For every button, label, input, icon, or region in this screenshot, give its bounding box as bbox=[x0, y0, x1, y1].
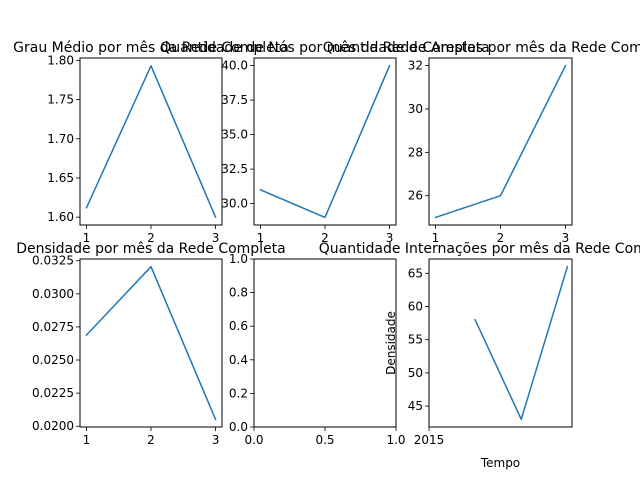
x-tick-label: 2 bbox=[147, 231, 155, 245]
series-line bbox=[474, 265, 569, 421]
subplot-title: Grau Médio por mês da Rede Completa bbox=[13, 40, 289, 56]
x-tick-label: 1.0 bbox=[386, 433, 405, 447]
axes-frame bbox=[79, 258, 223, 428]
x-tick-label: 2015 bbox=[414, 433, 445, 447]
y-tick-label: 0.0 bbox=[229, 420, 248, 434]
y-tick-label: 1.0 bbox=[229, 252, 248, 266]
x-tick-label: 0.5 bbox=[315, 433, 334, 447]
x-tick-label: 2 bbox=[147, 433, 155, 447]
x-tick-label: 1 bbox=[83, 231, 91, 245]
subplot-6: 2015 45 50 55 60 65 Quantidade Internações por… bbox=[319, 241, 640, 470]
y-tick-label: 55 bbox=[408, 333, 423, 347]
subplot-5: 0.0 0.5 1.0 0.0 0.2 0.4 0.6 0.8 1.0 bbox=[229, 252, 406, 447]
y-tick-label: 32 bbox=[408, 59, 423, 73]
subplot-4: 1 2 3 0.0200 0.0225 0.0250 0.0275 0.0300 0.0325D… bbox=[16, 241, 286, 447]
y-tick-label: 0.0275 bbox=[32, 320, 74, 334]
y-tick-label: 0.2 bbox=[229, 386, 248, 400]
y-tick-label: 37.5 bbox=[221, 93, 248, 107]
series-line bbox=[434, 64, 567, 219]
y-tick-label: 32.5 bbox=[221, 162, 248, 176]
x-tick-label: 1 bbox=[257, 231, 265, 245]
axes-frame bbox=[79, 57, 223, 226]
x-tick-label: 2 bbox=[321, 231, 329, 245]
y-tick-label: 1.75 bbox=[47, 93, 74, 107]
y-tick-label: 0.6 bbox=[229, 319, 248, 333]
y-tick-label: 35.0 bbox=[221, 128, 248, 142]
x-tick-label: 3 bbox=[212, 231, 220, 245]
y-tick-label: 45 bbox=[408, 399, 423, 413]
series-line bbox=[85, 265, 217, 421]
y-tick-label: 60 bbox=[408, 299, 423, 313]
y-tick-label: 30.0 bbox=[221, 197, 248, 211]
y-tick-label: 40.0 bbox=[221, 59, 248, 73]
x-tick-label: 0.0 bbox=[244, 433, 263, 447]
series-line bbox=[259, 64, 391, 219]
y-tick-label: 1.80 bbox=[47, 53, 74, 67]
y-tick-label: 1.70 bbox=[47, 132, 74, 146]
x-axis-label: Tempo bbox=[480, 456, 520, 470]
y-tick-label: 0.0300 bbox=[32, 287, 74, 301]
y-tick-label: 0.0250 bbox=[32, 353, 74, 367]
y-tick-label: 0.0200 bbox=[32, 419, 74, 433]
y-tick-label: 0.4 bbox=[229, 353, 248, 367]
x-tick-label: 3 bbox=[212, 433, 220, 447]
y-tick-label: 1.65 bbox=[47, 171, 74, 185]
axes-frame bbox=[253, 258, 397, 428]
subplot-2: 1 2 3 30.0 32.5 35.0 37.5 40.0 Quantidade de Nós… bbox=[160, 40, 490, 245]
axes-frame bbox=[428, 258, 573, 428]
y-tick-label: 28 bbox=[408, 145, 423, 159]
y-tick-label: 50 bbox=[408, 366, 423, 380]
x-tick-label: 1 bbox=[83, 433, 91, 447]
axes-frame bbox=[428, 57, 573, 226]
x-tick-label: 3 bbox=[562, 231, 570, 245]
x-tick-label: 1 bbox=[432, 231, 440, 245]
subplot-title: Quantidade de Arestas por mês da Rede Co… bbox=[323, 40, 640, 56]
y-tick-label: 65 bbox=[408, 266, 423, 280]
y-tick-label: 26 bbox=[408, 189, 423, 203]
y-tick-label: 0.0325 bbox=[32, 254, 74, 268]
y-tick-label: 30 bbox=[408, 102, 423, 116]
subplot-title: Quantidade Internações por mês da Rede C… bbox=[319, 241, 640, 257]
axes-frame bbox=[253, 57, 397, 226]
y-tick-label: 1.60 bbox=[47, 210, 74, 224]
subplot-title: Densidade por mês da Rede Completa bbox=[16, 241, 286, 257]
x-tick-label: 3 bbox=[386, 231, 394, 245]
y-tick-label: 0.0225 bbox=[32, 386, 74, 400]
x-tick-label: 2 bbox=[497, 231, 505, 245]
subplot-title: Quantidade de Nós por mês da Rede Comple… bbox=[160, 40, 490, 56]
series-line bbox=[85, 65, 217, 219]
y-tick-label: 0.8 bbox=[229, 286, 248, 300]
y-axis-label: Densidade bbox=[384, 311, 398, 375]
